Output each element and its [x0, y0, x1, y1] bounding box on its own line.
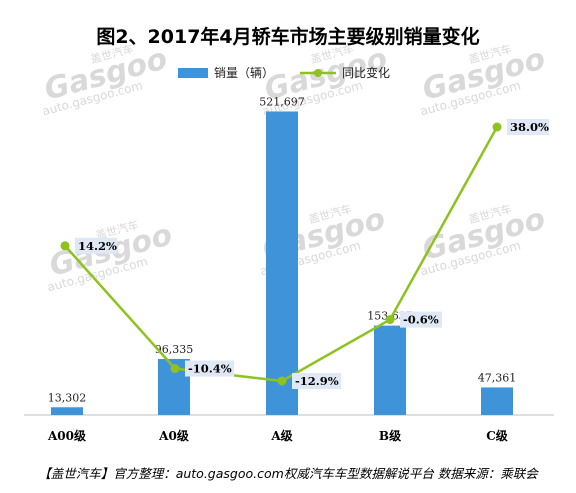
bar — [266, 111, 298, 416]
footer-source: 【盖世汽车】官方整理：auto.gasgoo.com权威汽车车型数据解说平台 数… — [38, 466, 539, 481]
bar-value-label: 47,361 — [478, 371, 517, 384]
yoy-label: -12.9% — [295, 374, 339, 388]
yoy-point — [170, 364, 180, 374]
yoy-label-bg — [292, 373, 342, 389]
yoy-label: 38.0% — [510, 120, 549, 134]
bar — [374, 325, 406, 415]
category-label: A0级 — [158, 428, 189, 443]
yoy-label: 14.2% — [78, 239, 117, 253]
legend-line-marker — [314, 69, 322, 77]
yoy-label: -0.6% — [403, 313, 439, 327]
yoy-label-bg — [185, 360, 235, 377]
legend-bar-label: 销量（辆） — [214, 66, 274, 80]
legend-bar-swatch — [178, 68, 208, 78]
yoy-point — [277, 376, 287, 386]
yoy-point — [60, 241, 70, 251]
yoy-label: -10.4% — [188, 362, 232, 376]
yoy-point — [492, 122, 502, 132]
yoy-label-bg — [400, 311, 442, 328]
category-label: A级 — [270, 428, 292, 443]
yoy-label-bg — [507, 119, 549, 135]
bar — [481, 387, 513, 415]
chart-title: 图2、2017年4月轿车市场主要级别销量变化 — [96, 25, 479, 48]
bars — [51, 111, 513, 416]
category-label: C级 — [486, 428, 508, 443]
watermarks: 盖世汽车Gasgooauto.gasgoo.com盖世汽车Gasgooauto.… — [41, 41, 549, 294]
legend-line-label: 同比变化 — [342, 65, 390, 80]
legend: 销量（辆） 同比变化 — [178, 65, 390, 80]
category-label: B级 — [379, 428, 401, 443]
bar — [51, 407, 83, 415]
yoy-point — [385, 315, 395, 325]
bar-value-label: 521,697 — [259, 95, 305, 108]
yoy-line: 14.2% -10.4% -12.9% -0.6% 38.0% — [60, 119, 549, 389]
bar-value-label: 96,335 — [155, 343, 194, 356]
category-labels: A00级 A0级 A级 B级 C级 — [47, 428, 508, 443]
category-label: A00级 — [47, 428, 86, 443]
yoy-label-bg — [75, 237, 117, 254]
bar-value-label: 13,302 — [48, 391, 87, 404]
